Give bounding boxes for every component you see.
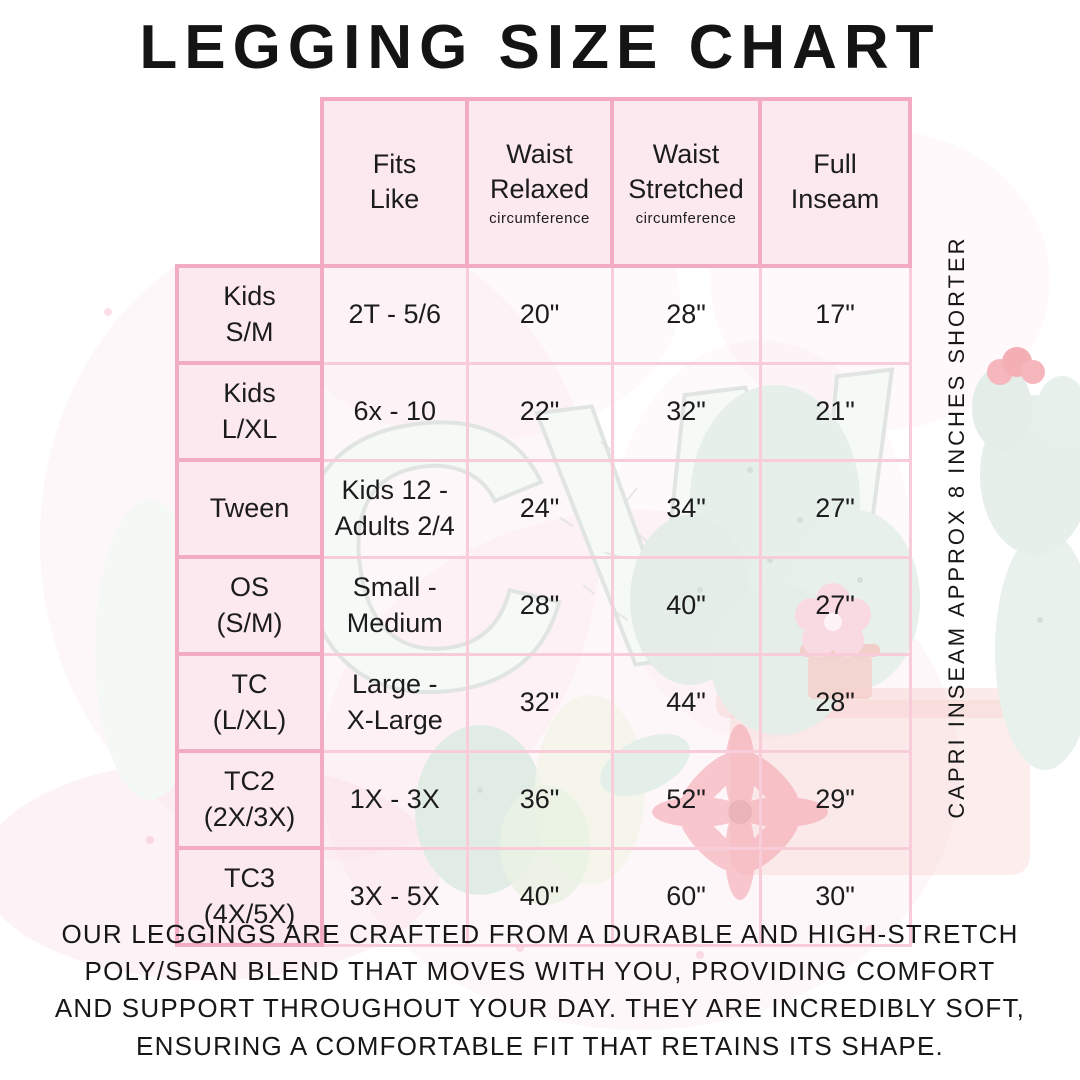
waist-stretched-cell: 28" [610,264,762,365]
waist-stretched-cell: 60" [610,846,762,947]
waist-relaxed-cell: 22" [465,361,614,462]
waist-relaxed-cell: 32" [465,652,614,753]
fits-like-cell: 6x - 10 [320,361,469,462]
full-inseam-cell: 27" [758,555,912,656]
corner-cell [177,99,322,267]
full-inseam-cell: 27" [758,458,912,559]
waist-stretched-cell: 40" [610,555,762,656]
row-header-cell: Kids L/XL [175,361,324,463]
size-chart-table: Fits Like Waist Relaxed circumference Wai… [175,96,912,948]
column-header-sublabel: circumference [635,209,737,227]
table-row-tc2: TC2 (2X/3X) 1X - 3X 36" 52" 29" [175,749,912,851]
column-header-label: Fits Like [369,148,420,215]
product-description: OUR LEGGINGS ARE CRAFTED FROM A DURABLE … [54,919,1026,1061]
row-header-cell: OS (S/M) [175,555,324,657]
column-header-fits-like: Fits Like [320,96,469,269]
row-header-cell: TC (L/XL) [175,652,324,754]
full-inseam-cell: 17" [758,264,912,365]
fits-like-cell: 1X - 3X [320,749,469,850]
table-row-os: OS (S/M) Small - Medium 28" 40" 27" [175,555,912,657]
fits-like-cell: 3X - 5X [320,846,469,947]
table-row-kids-lxl: Kids L/XL 6x - 10 22" 32" 21" [175,361,912,463]
fits-like-cell: Large - X-Large [320,652,469,753]
table-row-tween: Tween Kids 12 - Adults 2/4 24" 34" 27" [175,458,912,560]
column-header-waist-relaxed: Waist Relaxed circumference [465,96,614,269]
table-row-tc3: TC3 (4X/5X) 3X - 5X 40" 60" 30" [175,846,912,948]
waist-stretched-cell: 32" [610,361,762,462]
fits-like-cell: 2T - 5/6 [320,264,469,365]
row-header-cell: TC3 (4X/5X) [175,846,324,948]
full-inseam-cell: 21" [758,361,912,462]
row-header-cell: Tween [175,458,324,560]
row-header-cell: Kids S/M [175,264,324,366]
full-inseam-cell: 30" [758,846,912,947]
row-header-cell: TC2 (2X/3X) [175,749,324,851]
column-header-sublabel: circumference [489,209,590,227]
fits-like-cell: Small - Medium [320,555,469,656]
waist-relaxed-cell: 36" [465,749,614,850]
full-inseam-cell: 29" [758,749,912,850]
column-header-waist-stretched: Waist Stretched circumference [610,96,762,269]
page-title: LEGGING SIZE CHART [139,13,941,82]
waist-relaxed-cell: 40" [465,846,614,947]
waist-stretched-cell: 34" [610,458,762,559]
table-row-kids-sm: Kids S/M 2T - 5/6 20" 28" 17" [175,264,912,366]
waist-stretched-cell: 44" [610,652,762,753]
column-header-label: Waist Relaxed [489,138,590,205]
waist-relaxed-cell: 24" [465,458,614,559]
header-row: Fits Like Waist Relaxed circumference Wai… [177,96,912,269]
column-header-full-inseam: Full Inseam [758,96,912,269]
column-header-label: Full Inseam [790,148,880,215]
flowering-cactus-icon [972,347,1080,555]
table-row-tc: TC (L/XL) Large - X-Large 32" 44" 28" [175,652,912,754]
waist-relaxed-cell: 28" [465,555,614,656]
column-header-label: Waist Stretched [628,138,744,205]
fits-like-cell: Kids 12 - Adults 2/4 [320,458,469,559]
waist-relaxed-cell: 20" [465,264,614,365]
capri-inseam-note: CAPRI INSEAM APPROX 8 INCHES SHORTER [944,235,969,819]
waist-stretched-cell: 52" [610,749,762,850]
full-inseam-cell: 28" [758,652,912,753]
